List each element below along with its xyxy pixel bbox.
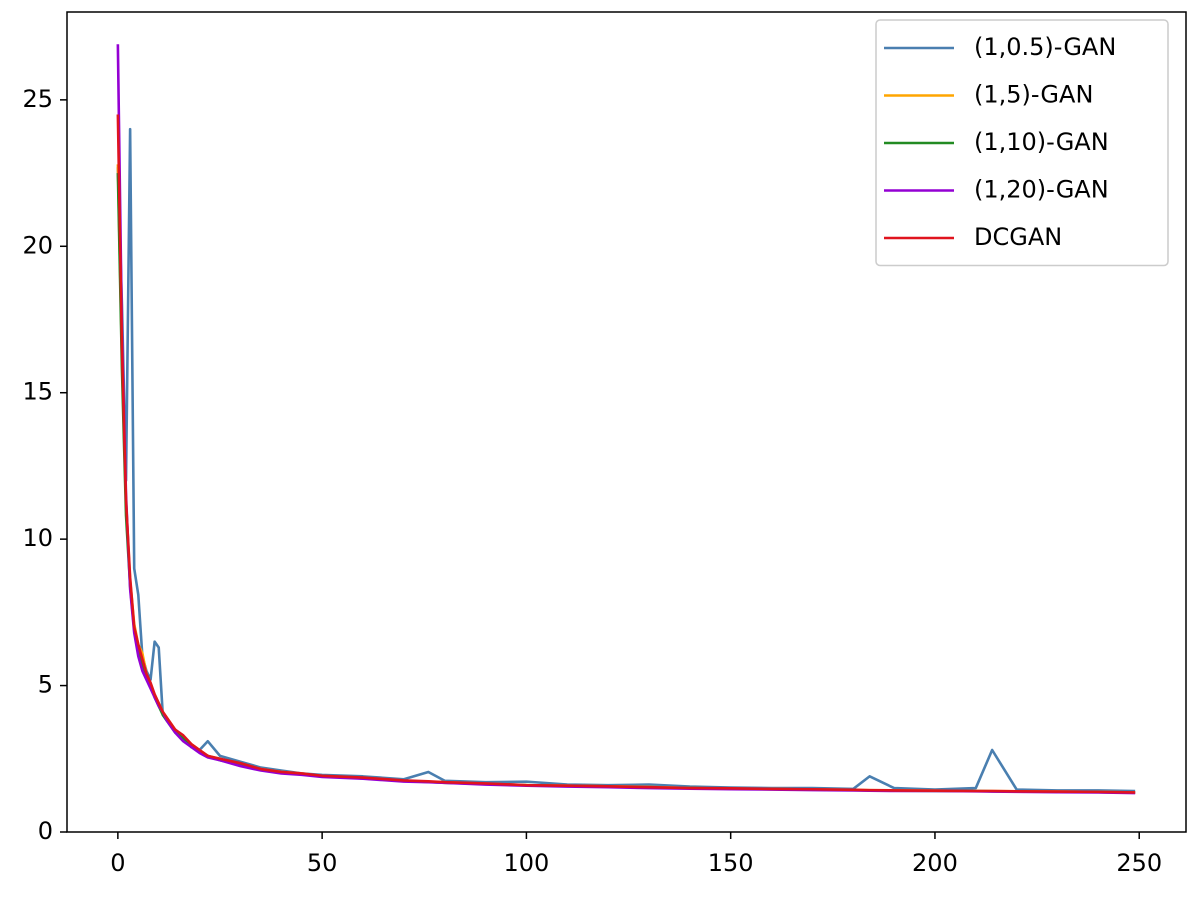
y-tick-label: 5 bbox=[38, 671, 53, 699]
x-tick-label: 100 bbox=[504, 849, 550, 877]
legend-label: DCGAN bbox=[974, 223, 1062, 251]
y-tick-label: 15 bbox=[22, 378, 53, 406]
x-tick-label: 200 bbox=[912, 849, 958, 877]
legend-label: (1,0.5)-GAN bbox=[974, 33, 1116, 61]
y-tick-label: 20 bbox=[22, 231, 53, 259]
legend-label: (1,5)-GAN bbox=[974, 81, 1093, 109]
y-tick-label: 0 bbox=[38, 817, 53, 845]
legend: (1,0.5)-GAN (1,5)-GAN (1,10)-GAN (1,20)-GAN… bbox=[875, 19, 1169, 267]
x-tick-label: 150 bbox=[708, 849, 754, 877]
legend-label: (1,20)-GAN bbox=[974, 176, 1109, 204]
y-tick-label: 25 bbox=[22, 85, 53, 113]
series-line bbox=[116, 114, 1136, 794]
legend-label: (1,10)-GAN bbox=[974, 128, 1109, 156]
plot-frame bbox=[66, 11, 1187, 833]
x-tick-label: 0 bbox=[110, 849, 125, 877]
legend-box bbox=[875, 19, 1169, 267]
x-tick-label: 50 bbox=[307, 849, 338, 877]
y-tick-label: 10 bbox=[22, 524, 53, 552]
x-tick-label: 250 bbox=[1116, 849, 1162, 877]
